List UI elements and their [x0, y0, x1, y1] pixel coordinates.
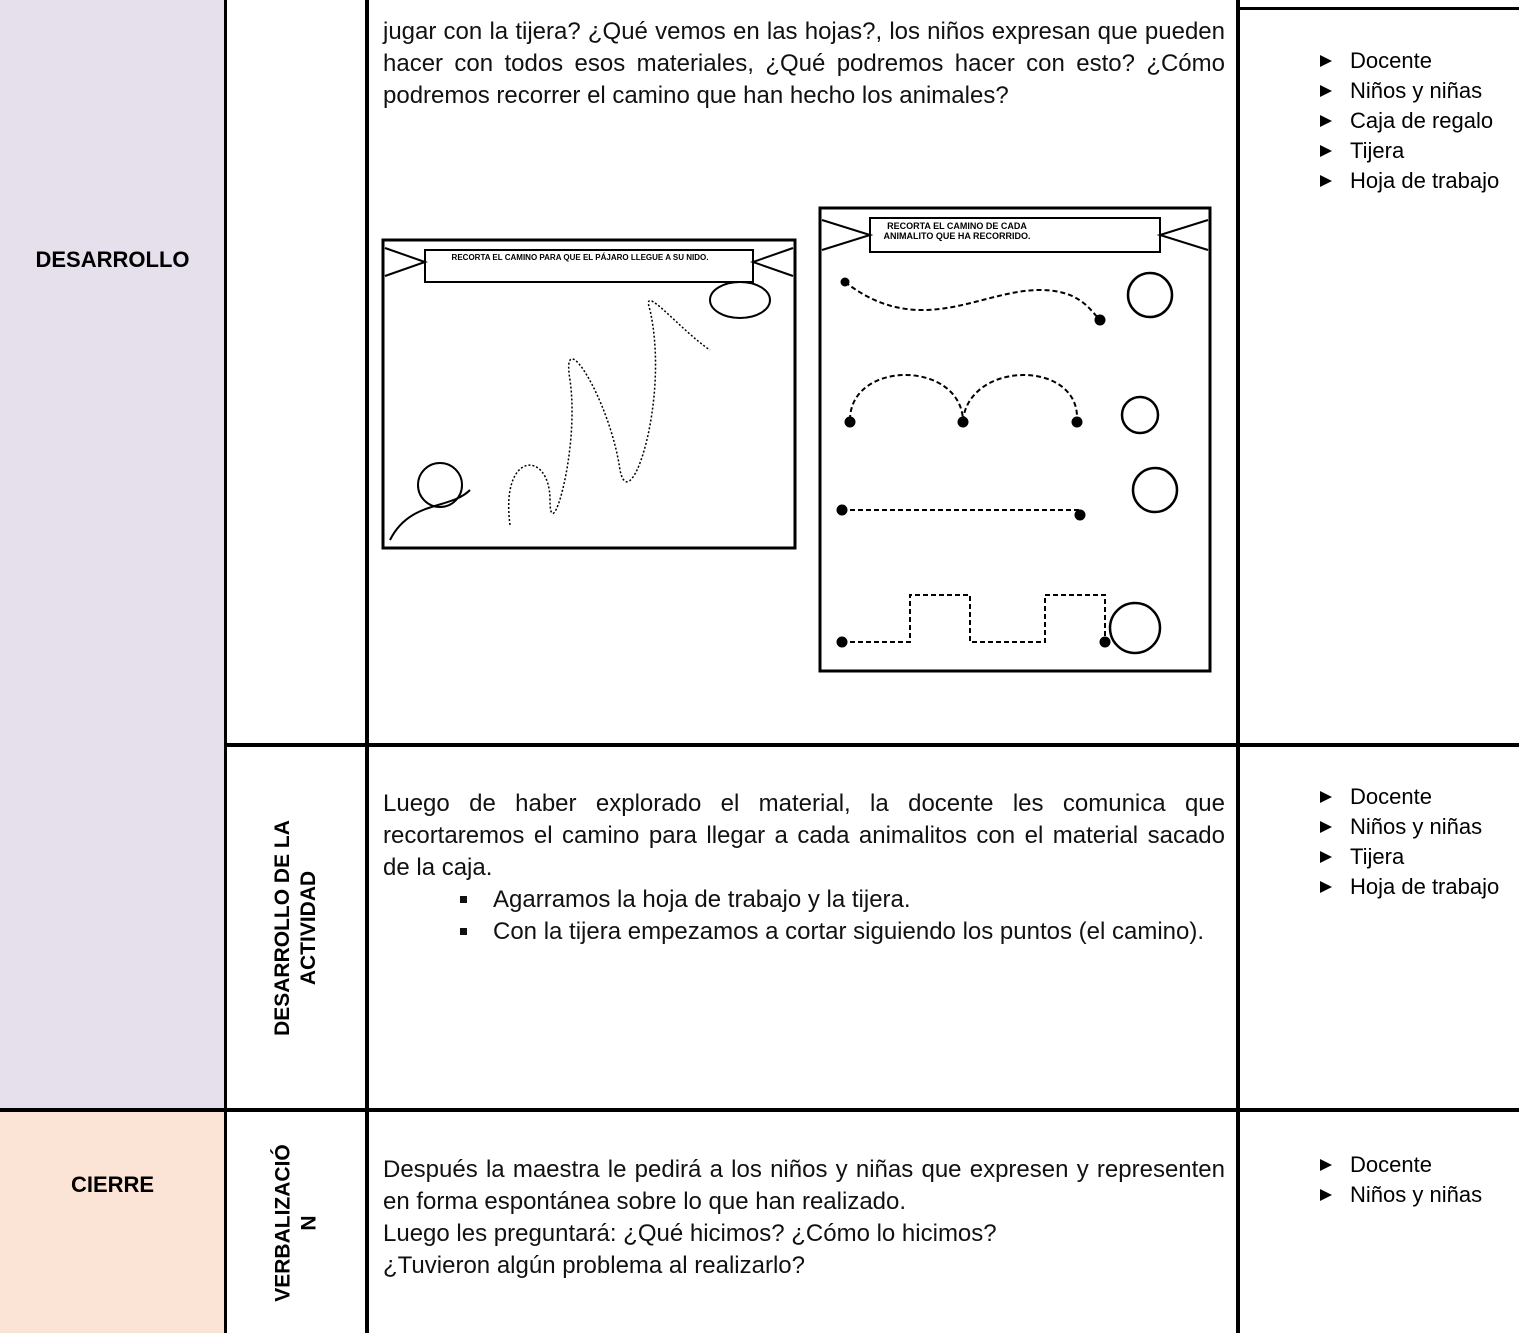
- phase-cell: [0, 0, 225, 1110]
- resource-text: Niños y niñas: [1350, 814, 1483, 839]
- resource-item: Tijera: [1320, 136, 1519, 166]
- resource-item: Niños y niñas: [1320, 812, 1519, 842]
- resource-list: Docente Niños y niñas: [1320, 1150, 1519, 1210]
- resource-text: Tijera: [1350, 844, 1405, 869]
- resource-text: Docente: [1350, 784, 1432, 809]
- bullet: [1320, 85, 1332, 97]
- resource-text: Tijera: [1350, 138, 1405, 163]
- paragraph: Después la maestra le pedirá a los niños…: [383, 1154, 1225, 1282]
- phase-label: DESARROLLO: [35, 247, 190, 272]
- bullet: [1320, 791, 1332, 803]
- stage-label: VERBALIZACIÓN: [271, 1143, 320, 1302]
- bullet: [1320, 175, 1332, 187]
- phase-label: CIERRE: [70, 1172, 155, 1197]
- bullet: [1320, 881, 1332, 893]
- resource-item: Hoja de trabajo: [1320, 872, 1519, 902]
- resource-item: Docente: [1320, 46, 1519, 76]
- border: [1238, 7, 1519, 10]
- paragraph: jugar con la tijera? ¿Qué vemos en las h…: [383, 16, 1225, 112]
- stage-cell: VERBALIZACIÓN: [225, 1112, 367, 1333]
- resource-list: Docente Niños y niñas Tijera Hoja de trabaj…: [1320, 782, 1519, 902]
- resource-item: Hoja de trabajo: [1320, 166, 1519, 196]
- resource-text: Hoja de trabajo: [1350, 874, 1500, 899]
- text: Luego de haber explorado el material, la…: [383, 790, 1225, 881]
- resource-text: Hoja de trabajo: [1350, 168, 1500, 193]
- border: [365, 0, 369, 1333]
- border: [224, 0, 227, 1333]
- resource-list: Docente Niños y niñas Caja de regalo Tijera…: [1320, 46, 1519, 196]
- step-item: Con la tijera empezamos a cortar siguien…: [481, 916, 1225, 948]
- resource-item: Docente: [1320, 1150, 1519, 1180]
- bullet: [1320, 851, 1332, 863]
- bullet: [1320, 1159, 1332, 1171]
- resource-text: Niños y niñas: [1350, 78, 1483, 103]
- bullet: [1320, 1189, 1332, 1201]
- border: [225, 743, 1519, 747]
- stage-cell: DESARROLLO DE LA ACTIVIDAD: [225, 745, 367, 1110]
- phase-cell: [0, 1110, 225, 1333]
- stage-label: DESARROLLO DE LA ACTIVIDAD: [271, 819, 320, 1036]
- resource-item: Niños y niñas: [1320, 1180, 1519, 1210]
- step-item: Agarramos la hoja de trabajo y la tijera…: [481, 884, 1225, 916]
- resource-item: Tijera: [1320, 842, 1519, 872]
- resource-text: Niños y niñas: [1350, 1182, 1483, 1207]
- bullet: [1320, 115, 1332, 127]
- resource-text: Caja de regalo: [1350, 108, 1494, 133]
- border: [0, 1108, 1519, 1112]
- resource-item: Docente: [1320, 782, 1519, 812]
- text: Después la maestra le pedirá a los niños…: [383, 1156, 1225, 1215]
- border: [1236, 0, 1240, 1333]
- bullet: [1320, 145, 1332, 157]
- resource-text: Docente: [1350, 1152, 1432, 1177]
- worksheets: [381, 206, 1212, 673]
- bullet: [1320, 55, 1332, 67]
- paragraph: Luego de haber explorado el material, la…: [383, 788, 1225, 948]
- resource-text: Docente: [1350, 48, 1432, 73]
- resource-item: Niños y niñas: [1320, 76, 1519, 106]
- step-list: Agarramos la hoja de trabajo y la tijera…: [383, 884, 1225, 948]
- worksheet-title: RECORTA EL CAMINO DE CADA ANIMALITO QUE …: [883, 221, 1031, 241]
- text: Luego les preguntará: ¿Qué hicimos? ¿Cóm…: [383, 1220, 997, 1247]
- text: ¿Tuvieron algún problema al realizarlo?: [383, 1252, 805, 1279]
- bullet: [1320, 821, 1332, 833]
- text: jugar con la tijera? ¿Qué vemos en las h…: [383, 18, 1225, 109]
- worksheet-title: RECORTA EL CAMINO PARA QUE EL PÁJARO LLE…: [451, 253, 709, 262]
- resource-item: Caja de regalo: [1320, 106, 1519, 136]
